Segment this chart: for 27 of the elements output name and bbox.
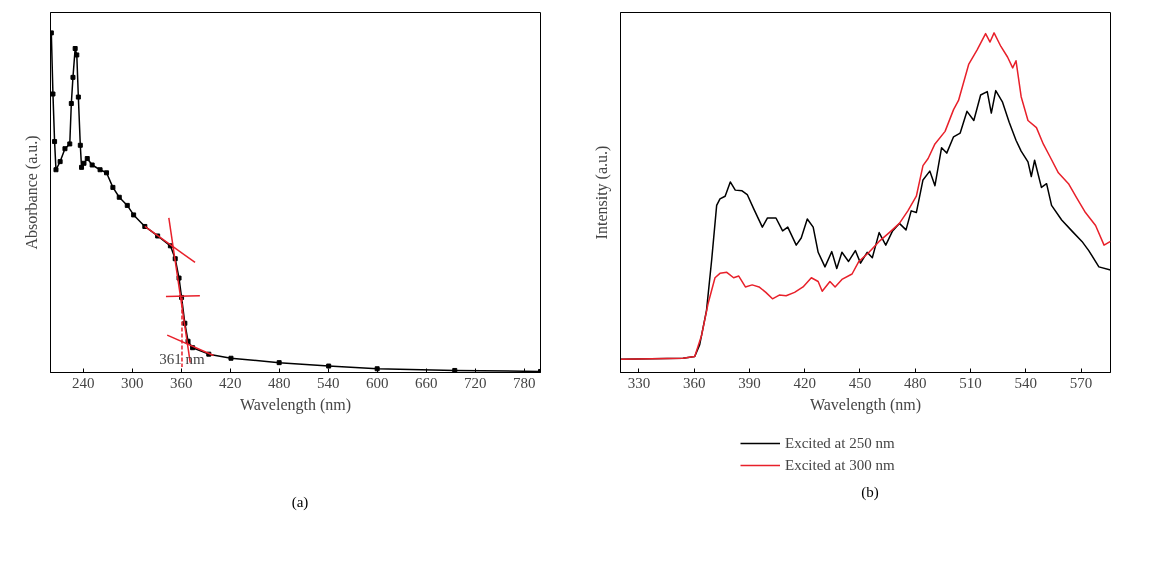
x-tick-label: 780 [512,374,536,391]
x-tick-label: 540 [316,374,340,391]
x-tick-label: 450 [848,374,872,391]
x-tick-label: 480 [267,374,291,391]
x-tick-label: 330 [627,374,651,391]
x-tick-label: 240 [71,374,95,391]
x-tick-label: 300 [120,374,144,391]
legend-label: Excited at 300 nm [785,456,895,474]
x-axis-title: Wavelength (nm) [809,395,922,414]
y-axis-title: Absorbance (a.u.) [22,135,41,250]
text: (a) [291,493,309,512]
x-tick-label: 510 [959,374,982,391]
x-tick-label: 360 [169,374,193,391]
x-tick-label: 360 [682,374,706,391]
x-tick-label: 600 [365,374,389,391]
x-tick-label: 660 [414,374,438,391]
x-axis-title: Wavelength (nm) [239,395,352,414]
x-tick-label: 540 [1014,374,1038,391]
x-tick-label: 720 [463,374,487,391]
y-axis-title: Intensity (a.u.) [592,145,611,240]
legend-label: Excited at 250 nm [785,434,895,452]
text: (b) [861,483,879,502]
x-tick-label: 570 [1069,374,1093,391]
x-tick-label: 390 [738,374,761,391]
x-tick-label: 420 [218,374,242,391]
x-tick-label: 420 [793,374,816,391]
x-tick-label: 480 [903,374,927,391]
